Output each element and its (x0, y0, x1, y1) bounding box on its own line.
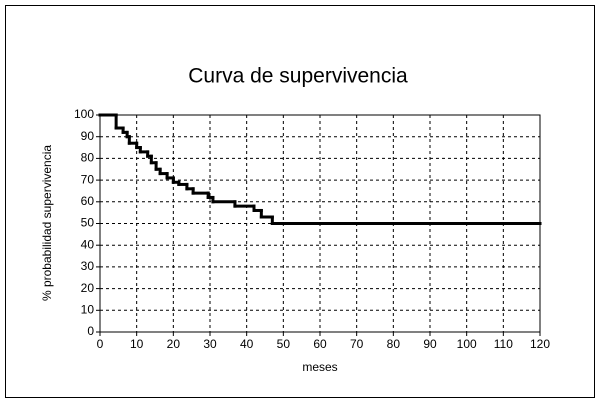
y-tick-label: 40 (81, 237, 95, 251)
y-tick-label: 20 (81, 281, 95, 295)
x-tick-label: 50 (277, 337, 291, 351)
chart-title: Curva de supervivencia (188, 65, 408, 88)
y-tick-label: 90 (81, 129, 95, 143)
x-axis-label: meses (302, 360, 337, 374)
x-tick-label: 100 (457, 337, 477, 351)
y-tick-label: 80 (81, 151, 95, 165)
y-tick-label: 70 (81, 172, 95, 186)
x-tick-label: 10 (130, 337, 144, 351)
x-tick-label: 120 (530, 337, 550, 351)
x-tick-label: 80 (387, 337, 401, 351)
y-axis-label: % probabilidad supervivencia (40, 145, 54, 301)
y-tick-label: 0 (87, 324, 94, 338)
x-tick-label: 40 (240, 337, 254, 351)
x-tick-label: 20 (167, 337, 181, 351)
y-tick-label: 100 (74, 107, 94, 121)
x-tick-label: 110 (494, 337, 513, 351)
x-tick-label: 60 (313, 337, 327, 351)
y-tick-label: 10 (81, 302, 95, 316)
frame (5, 5, 595, 398)
y-tick-label: 60 (81, 194, 95, 208)
x-tick-label: 0 (97, 337, 104, 351)
x-tick-label: 90 (423, 337, 437, 351)
x-tick-label: 70 (350, 337, 364, 351)
x-tick-label: 30 (203, 337, 217, 351)
y-tick-label: 30 (81, 259, 95, 273)
y-tick-label: 50 (81, 216, 95, 230)
